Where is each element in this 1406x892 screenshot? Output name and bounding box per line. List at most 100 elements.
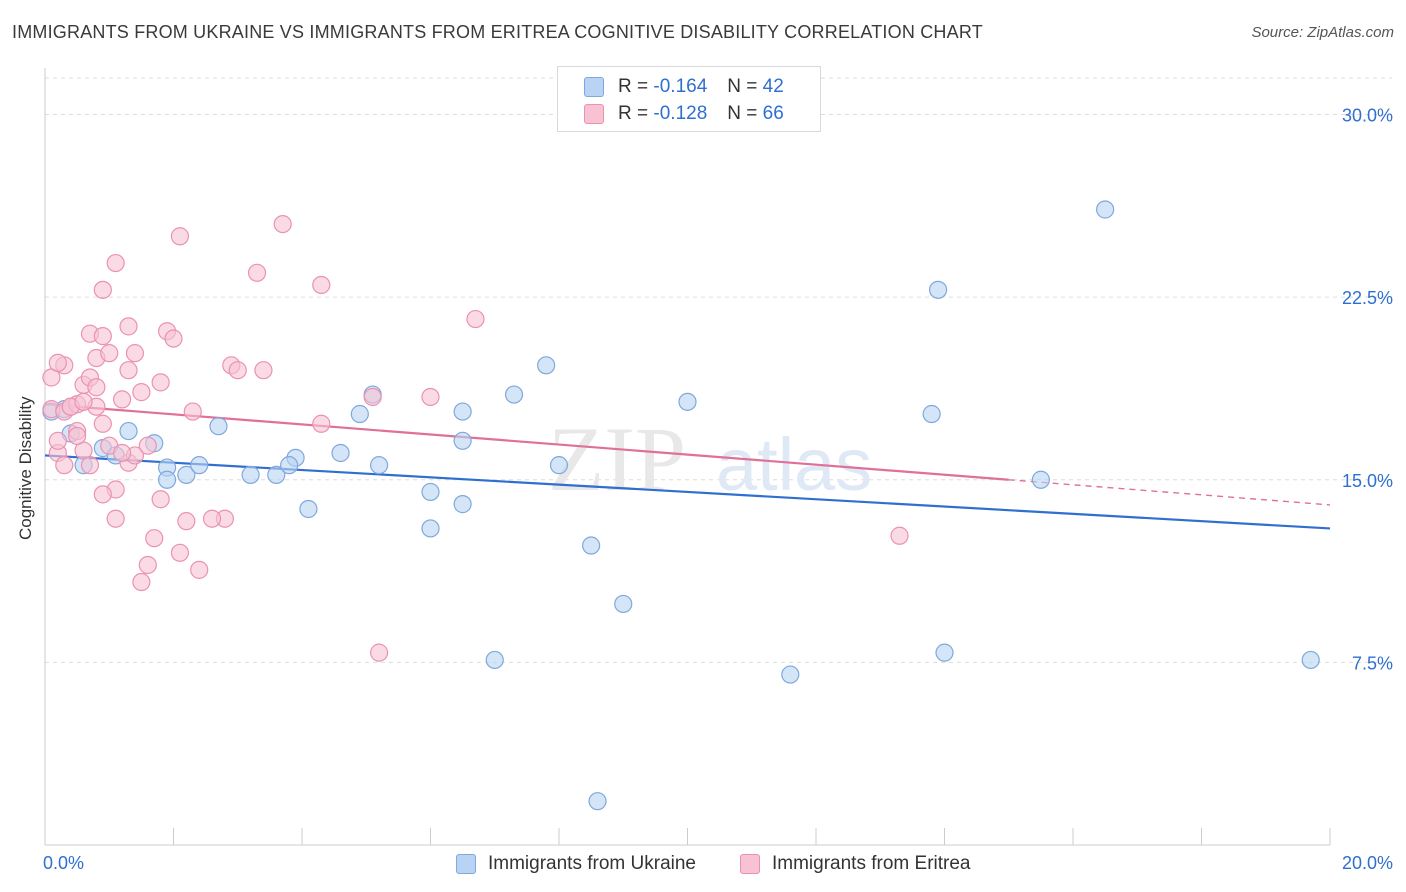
eritrea-point — [68, 426, 87, 446]
ukraine-point — [1031, 470, 1050, 489]
eritrea-point — [119, 361, 138, 380]
ukraine-point — [267, 465, 286, 484]
eritrea-point — [55, 456, 74, 475]
ukraine-point — [209, 417, 228, 436]
n-label: N = — [727, 103, 758, 124]
ukraine-point — [537, 356, 556, 375]
y-tick-label: 15.0% — [1342, 471, 1393, 491]
eritrea-legend-swatch — [740, 854, 760, 874]
ukraine-point — [190, 456, 209, 475]
n-value-ukraine: 42 — [762, 76, 784, 97]
eritrea-point — [93, 280, 112, 299]
eritrea-point — [164, 329, 183, 348]
eritrea-point — [151, 490, 170, 509]
ukraine-point — [781, 665, 800, 684]
watermark-atlas: atlas — [716, 423, 872, 506]
y-axis-label: Cognitive Disability — [16, 396, 35, 540]
eritrea-point — [254, 361, 273, 380]
ukraine-point — [614, 594, 633, 614]
ukraine-point — [485, 650, 504, 670]
ukraine-point — [177, 465, 196, 484]
grid-lines — [45, 77, 1392, 663]
eritrea-point — [183, 402, 202, 421]
eritrea-point — [132, 383, 151, 402]
ukraine-point — [922, 404, 941, 424]
y-tick-label: 7.5% — [1352, 653, 1393, 673]
eritrea-point — [100, 344, 119, 363]
ukraine-point — [421, 519, 440, 538]
ukraine-point — [453, 402, 472, 421]
tick-labels: 7.5% 15.0% 22.5% 30.0% 0.0% 20.0% — [43, 106, 1393, 873]
eritrea-point — [74, 392, 93, 411]
eritrea-trend-extension — [1008, 479, 1331, 506]
axes — [44, 68, 1331, 846]
eritrea-point — [132, 572, 151, 592]
ukraine-point — [678, 392, 697, 411]
chart-source: Source: ZipAtlas.com — [1251, 24, 1394, 41]
eritrea-point — [48, 431, 67, 450]
eritrea-point — [312, 414, 331, 433]
ukraine-point — [588, 792, 607, 811]
legend-item-ukraine: Immigrants from Ukraine — [456, 852, 696, 876]
eritrea-point — [170, 543, 190, 562]
eritrea-point — [112, 390, 132, 409]
ukraine-point — [935, 643, 954, 662]
n-value-eritrea: 66 — [762, 103, 784, 124]
eritrea-trend-line — [44, 403, 1009, 481]
watermark-zip: ZIP — [548, 408, 686, 510]
eritrea-point — [202, 509, 222, 528]
eritrea-point — [106, 509, 125, 528]
stats-legend: R = -0.164 N = 42 R = -0.128 N = 66 — [557, 66, 821, 132]
legend-item-eritrea: Immigrants from Eritrea — [740, 852, 970, 876]
watermark: ZIP atlas — [548, 408, 872, 510]
stats-legend-row-eritrea: R = -0.128 N = 66 — [584, 102, 784, 126]
data-points — [42, 200, 1320, 811]
eritrea-point — [125, 344, 145, 363]
ukraine-point — [119, 421, 138, 441]
eritrea-point — [48, 353, 67, 372]
ukraine-legend-swatch — [456, 854, 476, 874]
eritrea-point — [106, 253, 125, 273]
eritrea-swatch — [584, 104, 604, 124]
n-label: N = — [727, 76, 758, 97]
eritrea-point — [145, 529, 164, 548]
eritrea-point — [421, 387, 440, 407]
legend-label-ukraine: Immigrants from Ukraine — [488, 853, 696, 874]
eritrea-point — [177, 512, 196, 531]
chart-title: IMMIGRANTS FROM UKRAINE VS IMMIGRANTS FR… — [12, 22, 983, 42]
eritrea-point — [93, 327, 112, 346]
ukraine-point — [241, 465, 260, 484]
eritrea-point — [93, 485, 112, 504]
ukraine-point — [549, 456, 569, 475]
eritrea-point — [273, 214, 292, 234]
ukraine-point — [1096, 200, 1115, 219]
ukraine-point — [421, 482, 440, 502]
eritrea-point — [170, 227, 190, 246]
eritrea-point — [151, 373, 170, 392]
stats-legend-row-ukraine: R = -0.164 N = 42 — [584, 75, 784, 99]
y-tick-label: 22.5% — [1342, 288, 1393, 308]
eritrea-point — [112, 443, 132, 463]
ukraine-point — [928, 280, 948, 299]
eritrea-point — [138, 555, 157, 575]
ukraine-point — [1301, 650, 1320, 670]
r-value-eritrea: -0.128 — [653, 103, 708, 124]
ukraine-swatch — [584, 77, 604, 97]
eritrea-point — [363, 387, 382, 407]
eritrea-point — [890, 526, 909, 545]
eritrea-point — [87, 378, 106, 397]
ukraine-point — [453, 431, 472, 450]
eritrea-point — [190, 560, 209, 579]
ukraine-point — [370, 456, 389, 475]
ukraine-point — [350, 404, 369, 424]
eritrea-point — [119, 317, 138, 336]
r-value-ukraine: -0.164 — [653, 76, 708, 97]
ukraine-point — [582, 536, 601, 555]
ukraine-point — [157, 470, 177, 489]
eritrea-point — [93, 414, 112, 433]
r-label: R = — [618, 103, 649, 124]
eritrea-point — [138, 436, 157, 455]
eritrea-point — [312, 275, 331, 295]
eritrea-point — [370, 643, 389, 662]
r-label: R = — [618, 76, 649, 97]
